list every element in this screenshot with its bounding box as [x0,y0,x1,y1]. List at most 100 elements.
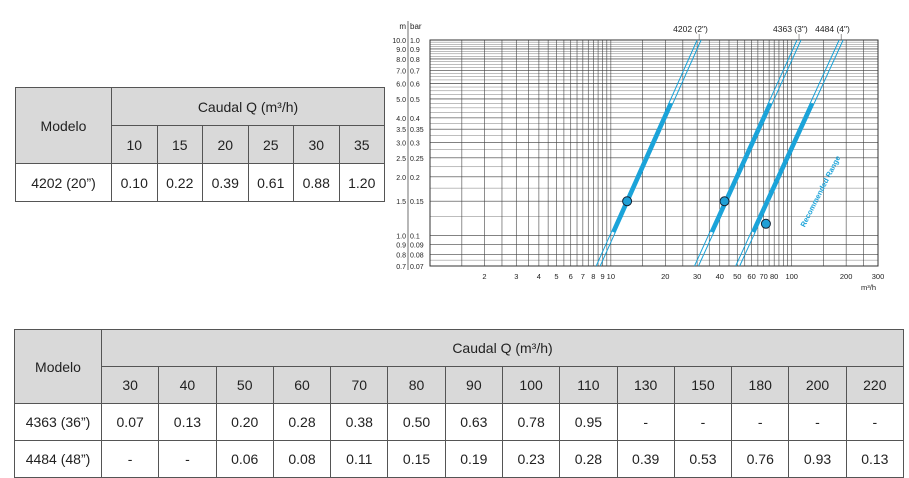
x-tick-label: 8 [591,272,595,281]
y-tick-label-m: 1.5 [396,199,406,206]
x-tick-label: 40 [716,272,724,281]
value-cell: - [158,440,217,478]
y-tick-label-bar: 0.07 [410,264,424,271]
column-header: 150 [673,366,733,404]
y-tick-label-bar: 0.2 [410,175,420,182]
y-tick-label-m: 5.0 [396,97,406,104]
recommended-range-segment [611,102,673,233]
table-row: 4202 (20”) 0.10 0.22 0.39 0.61 0.88 1.20 [15,163,385,202]
y-tick-label-m: 4.0 [396,116,406,123]
value-cell: - [845,403,905,441]
column-header: 180 [731,366,790,404]
y-tick-label-bar: 0.5 [410,97,420,104]
series-point [760,218,771,229]
column-header: 130 [616,366,675,404]
y-tick-label-bar: 0.9 [410,47,420,54]
y-tick-label-bar: 0.1 [410,234,420,241]
value-cell: - [788,403,847,441]
column-header: 100 [501,366,561,404]
x-tick-label: 5 [554,272,558,281]
value-cell: 0.28 [559,440,618,478]
model-cell: 4363 (36”) [14,403,102,441]
series-point [719,196,730,207]
value-cell: - [100,440,160,478]
series-label: 4202 (2") [673,24,708,34]
flow-header: Caudal Q (m³/h) [101,329,904,367]
series-line-outer [694,39,798,267]
x-tick-label: 20 [661,272,669,281]
column-header: 10 [111,125,158,164]
y-tick-label-m: 9.0 [396,47,406,54]
y-tick-label-bar: 0.35 [410,127,424,134]
value-cell: 0.76 [731,440,790,478]
y-tick-label-m: 0.9 [396,243,406,250]
column-header: 50 [215,366,274,404]
x-axis-label: m³/h [861,283,876,292]
y-tick-label-bar: 0.09 [410,243,424,250]
x-tick-label: 100 [785,272,798,281]
value-cell: 0.53 [673,440,733,478]
x-tick-label: 200 [840,272,853,281]
value-cell: 0.88 [293,163,340,202]
recommended-range-annotation: Recommended Range [798,154,842,228]
value-cell: 0.07 [100,403,160,441]
value-cell: 0.39 [202,163,249,202]
x-tick-label: 3 [514,272,518,281]
column-header: 20 [202,125,249,164]
value-cell: 0.13 [158,403,217,441]
x-tick-label: 7 [581,272,585,281]
x-tick-label: 9 [600,272,604,281]
value-cell: 0.15 [387,440,446,478]
value-cell: 0.38 [330,403,389,441]
value-cell: 0.93 [788,440,847,478]
value-cell: - [731,403,790,441]
y-tick-label-bar: 0.7 [410,68,420,75]
value-cell: 0.20 [215,403,274,441]
y-tick-label-m: 3.5 [396,127,406,134]
y-tick-label-bar: 0.4 [410,116,420,123]
column-header: 30 [293,125,340,164]
value-cell: 0.50 [387,403,446,441]
value-cell: - [616,403,675,441]
value-cell: 0.13 [845,440,905,478]
y-tick-label-bar: 0.8 [410,57,420,64]
flow-pressure-table-4363-4484: Modelo Caudal Q (m³/h) 30 40 50 60 70 80 90 100… [14,329,905,478]
y-axis-label-bar: bar [410,22,422,31]
x-tick-label: 30 [693,272,701,281]
x-tick-label: 6 [569,272,573,281]
value-cell: 0.61 [247,163,294,202]
value-cell: 0.95 [559,403,618,441]
value-cell: 0.10 [111,163,158,202]
value-cell: 0.63 [444,403,503,441]
column-header: 90 [444,366,503,404]
column-header: 35 [338,125,385,164]
series-point [622,196,633,207]
flow-header: Caudal Q (m³/h) [111,87,385,126]
series-line-outer [599,39,702,267]
y-tick-label-m: 0.8 [396,253,406,260]
y-tick-label-m: 2.5 [396,156,406,163]
value-cell: 0.08 [272,440,332,478]
y-tick-label-bar: 0.25 [410,156,424,163]
recommended-range-segment [710,102,772,233]
recommended-range-segment [751,102,814,233]
value-cell: 0.06 [215,440,274,478]
y-tick-label-m: 7.0 [396,68,406,75]
chart-frame [429,39,879,267]
value-cell: 0.23 [501,440,561,478]
flow-pressure-table-4202: Modelo Caudal Q (m³/h) 10 15 20 25 30 35… [15,87,385,202]
series-line-outer [698,39,802,267]
value-cell: 0.78 [501,403,561,441]
table-row: 4363 (36”) 0.07 0.13 0.20 0.28 0.38 0.50 0.63 0… [14,403,905,441]
model-header: Modelo [15,87,112,164]
x-tick-label: 4 [537,272,541,281]
x-tick-label: 10 [607,272,615,281]
y-tick-label-m: 8.0 [396,57,406,64]
x-tick-label: 60 [747,272,755,281]
x-tick-label: 300 [872,272,885,281]
pressure-loss-chart: m bar 10.0 1.0 9.0 0.9 8.0 0.8 7.0 0.7 6.0 0.6 5.0 0.… [392,21,885,292]
value-cell: 0.22 [156,163,203,202]
series-line-outer [735,39,840,267]
y-tick-label-m: 10.0 [392,38,406,45]
column-header: 70 [330,366,389,404]
